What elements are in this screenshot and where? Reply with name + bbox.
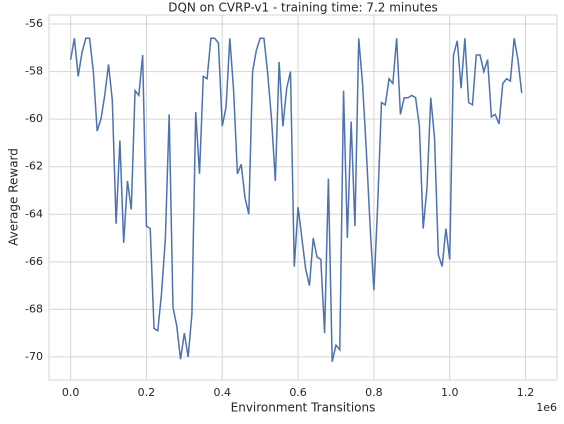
x-tick-label: 1.2 (517, 386, 535, 399)
y-tick-label: -66 (25, 255, 43, 268)
y-axis-label: Average Reward (7, 148, 21, 246)
x-tick-label: 0.4 (214, 386, 232, 399)
y-tick-label: -62 (25, 160, 43, 173)
x-tick-label: 0.8 (365, 386, 383, 399)
x-axis-label: Environment Transitions (231, 401, 376, 415)
plot-frame (48, 14, 558, 381)
x-tick-label: 0.6 (289, 386, 307, 399)
y-tick-label: -70 (25, 350, 43, 363)
y-tick-label: -58 (25, 65, 43, 78)
y-tick-label: -64 (25, 207, 43, 220)
y-tick-label: -56 (25, 17, 43, 30)
y-tick-label: -60 (25, 112, 43, 125)
x-tick-label: 0.2 (138, 386, 156, 399)
y-tick-label: -68 (25, 302, 43, 315)
x-offset-label: 1e6 (536, 401, 557, 414)
chart-title: DQN on CVRP-v1 - training time: 7.2 minu… (168, 1, 438, 15)
x-tick-label: 1.0 (441, 386, 459, 399)
line (69, 37, 523, 362)
x-tick-label: 0.0 (62, 386, 80, 399)
